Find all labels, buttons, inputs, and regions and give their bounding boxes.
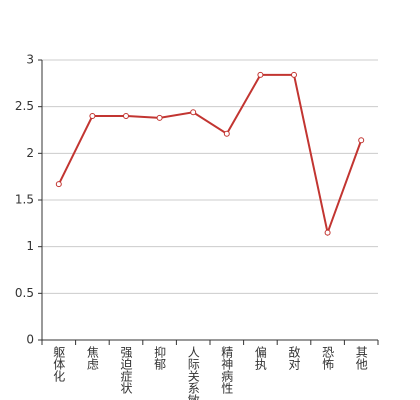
y-tick-label: 1 — [26, 239, 34, 253]
y-tick-label: 3 — [26, 53, 34, 67]
point — [89, 113, 96, 119]
point — [223, 130, 230, 137]
x-tick-label: 抑郁 — [153, 345, 167, 371]
x-tick-label: 焦虑 — [85, 346, 99, 370]
point — [156, 114, 163, 121]
y-tick-label: 2.5 — [15, 99, 34, 113]
point — [55, 181, 62, 188]
point — [358, 137, 365, 144]
point — [291, 71, 297, 78]
x-tick-label: 其他 — [354, 346, 368, 370]
y-tick-label: 1.5 — [15, 193, 34, 207]
y-tick-label: 0 — [26, 333, 34, 347]
x-tick-label: 恐怖 — [321, 346, 335, 370]
series-line — [57, 73, 363, 237]
y-tick-label: 2 — [26, 146, 34, 160]
x-tick-label: 偏执 — [253, 345, 267, 371]
point — [324, 229, 331, 236]
x-tick-label: 躯体化 — [52, 345, 66, 383]
x-tick-label: 强迫症状 — [119, 346, 133, 394]
x-tick-label: 精神病性 — [220, 346, 234, 395]
x-tick-label: 敌对 — [287, 345, 301, 370]
y-tick-label: 0.5 — [15, 286, 34, 300]
point — [190, 109, 197, 116]
point — [257, 71, 264, 78]
x-tick-label: 人际关系敏感 — [186, 346, 200, 400]
point — [123, 113, 129, 119]
